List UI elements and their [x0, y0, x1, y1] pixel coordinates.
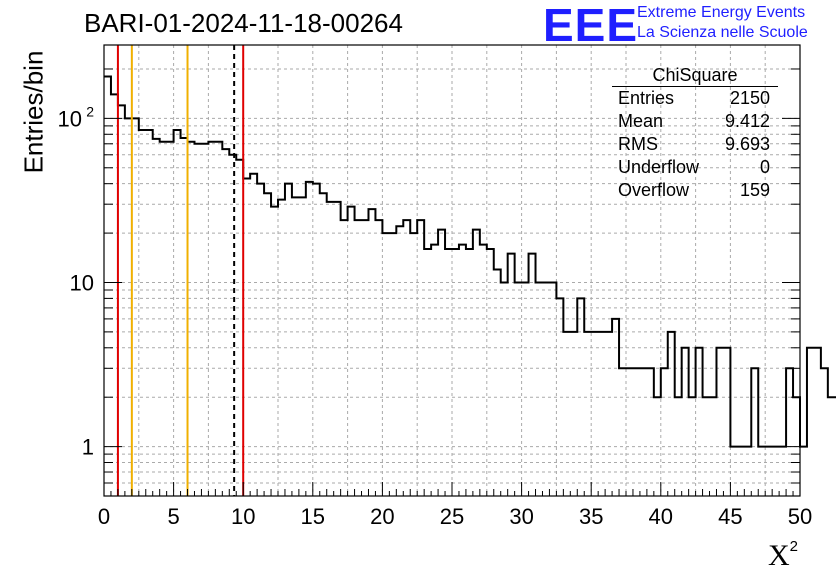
eee-logo: EEE — [543, 0, 639, 51]
chart-title: BARI-01-2024-11-18-00264 — [84, 8, 403, 38]
y-tick-label: 10 — [70, 270, 94, 295]
stats-label: Entries — [618, 88, 675, 108]
stats-label: Underflow — [618, 157, 700, 177]
x-tick-label: 50 — [788, 504, 812, 529]
x-tick-label: 15 — [301, 504, 325, 529]
stats-box: ChiSquare Entries 2150 Mean 9.412 RMS 9.693… — [612, 64, 778, 202]
histogram-series — [104, 75, 836, 448]
stats-box-title: ChiSquare — [612, 64, 778, 87]
x-tick-label: 10 — [231, 504, 255, 529]
logo-subtitle-2: La Scienza nelle Scuole — [637, 24, 808, 41]
x-tick-label: 40 — [649, 504, 673, 529]
stats-row-rms: RMS 9.693 — [612, 133, 778, 156]
plot-area — [104, 45, 800, 496]
stats-value: 9.693 — [724, 134, 770, 154]
x-tick-label: 0 — [98, 504, 110, 529]
stats-label: RMS — [618, 134, 658, 154]
stats-value: 2150 — [729, 88, 770, 108]
x-tick-label: 30 — [509, 504, 533, 529]
x-tick-label: 45 — [718, 504, 742, 529]
stats-value: 9.412 — [724, 111, 770, 131]
x-axis-label-symbol: X — [768, 539, 790, 572]
y-tick-label: 10 — [58, 106, 82, 131]
x-tick-label: 35 — [579, 504, 603, 529]
x-tick-label: 5 — [167, 504, 179, 529]
x-tick-label: 20 — [370, 504, 394, 529]
stats-value: 0 — [759, 157, 770, 177]
stats-row-overflow: Overflow 159 — [612, 179, 778, 202]
x-tick-label: 25 — [440, 504, 464, 529]
stats-label: Overflow — [618, 180, 690, 200]
stats-row-entries: Entries 2150 — [612, 87, 778, 110]
y-tick-label-exponent: 2 — [86, 103, 94, 119]
x-axis-label-superscript: 2 — [789, 538, 799, 555]
x-axis-label: X2 — [768, 538, 798, 573]
stats-row-mean: Mean 9.412 — [612, 110, 778, 133]
stats-value: 159 — [739, 180, 770, 200]
stats-label: Mean — [618, 111, 664, 131]
logo-subtitle-1: Extreme Energy Events — [637, 4, 806, 21]
stats-row-underflow: Underflow 0 — [612, 156, 778, 179]
y-tick-label: 1 — [82, 435, 94, 460]
